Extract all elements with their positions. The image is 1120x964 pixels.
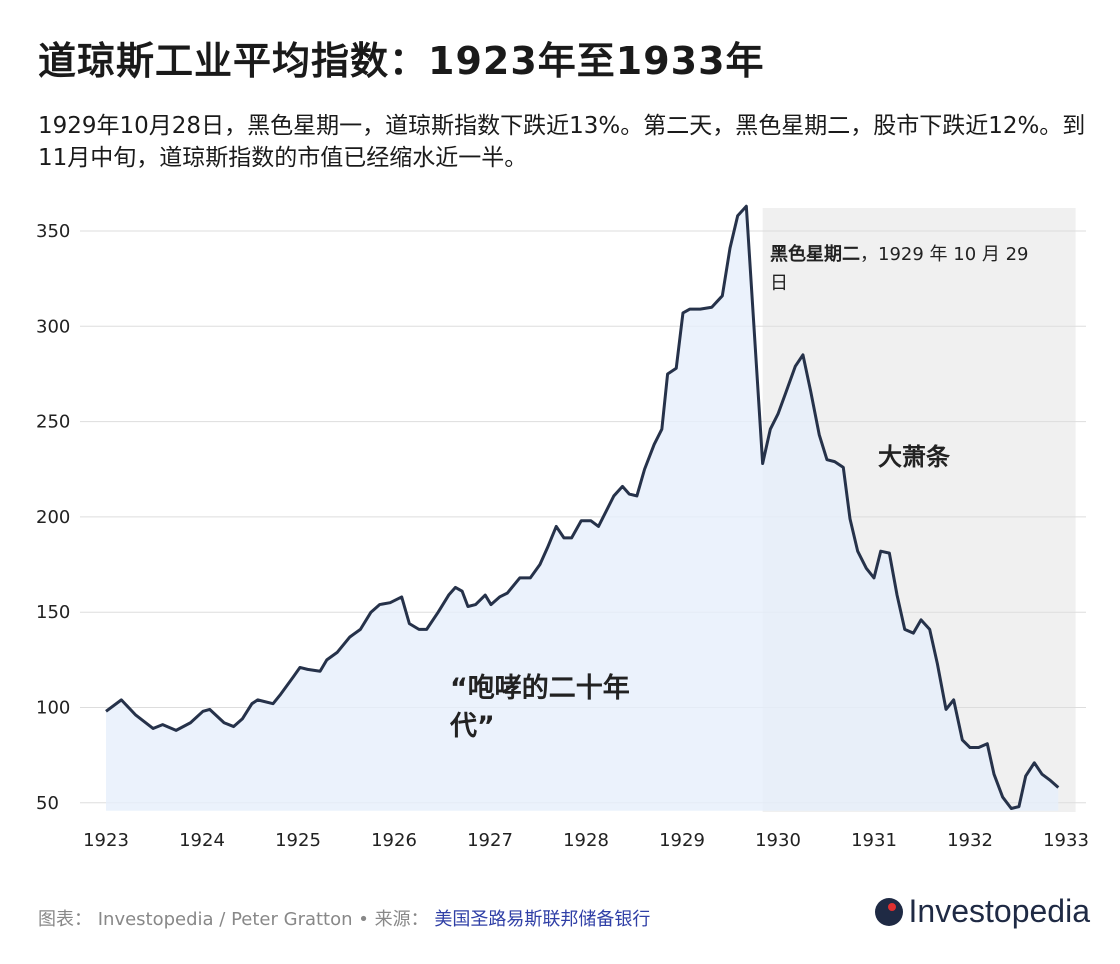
x-tick-label: 1933: [1043, 830, 1089, 851]
y-tick-label: 350: [36, 221, 70, 242]
footer-source-link[interactable]: 美国圣路易斯联邦储备银行: [434, 909, 651, 930]
x-tick-label: 1932: [947, 830, 993, 851]
y-tick-label: 200: [36, 507, 70, 528]
y-tick-label: 250: [36, 412, 70, 433]
annotation-roaring-twenties-line2: 代”: [449, 711, 495, 742]
investopedia-logo: Investopedia: [874, 893, 1090, 930]
x-tick-label: 1924: [179, 830, 225, 851]
y-tick-label: 300: [36, 316, 70, 337]
x-tick-label: 1928: [563, 830, 609, 851]
x-tick-label: 1923: [83, 830, 129, 851]
x-tick-label: 1926: [371, 830, 417, 851]
annotation-black-tuesday-date: ，1929 年 10 月 29 日: [770, 244, 1029, 294]
y-tick-label: 50: [36, 793, 59, 814]
logo-text: Investopedia: [908, 893, 1090, 929]
x-tick-label: 1929: [659, 830, 705, 851]
chart-subtitle: 1929年10月28日，黑色星期一，道琼斯指数下跌近13%。第二天，黑色星期二，…: [38, 113, 1086, 171]
footer-credit: 图表： Investopedia / Peter Gratton • 来源：: [38, 909, 429, 930]
x-tick-label: 1931: [851, 830, 897, 851]
annotation-roaring-twenties: “咆哮的二十年: [450, 672, 630, 704]
annotation-black-tuesday: 黑色星期二，1929 年 10 月 29 日: [770, 240, 1032, 298]
y-tick-label: 100: [36, 698, 70, 719]
annotation-black-tuesday-label: 黑色星期二: [770, 244, 860, 265]
chart-title: 道琼斯工业平均指数：1923年至1933年: [38, 39, 765, 83]
y-tick-label: 150: [36, 602, 70, 623]
footer: 图表： Investopedia / Peter Gratton • 来源： 美…: [38, 905, 650, 931]
logo-mark-icon: [874, 897, 903, 926]
x-tick-label: 1927: [467, 830, 513, 851]
area-fill: [106, 206, 1059, 811]
annotation-great-depression: 大萧条: [878, 443, 951, 471]
x-tick-label: 1930: [755, 830, 801, 851]
x-tick-label: 1925: [275, 830, 321, 851]
